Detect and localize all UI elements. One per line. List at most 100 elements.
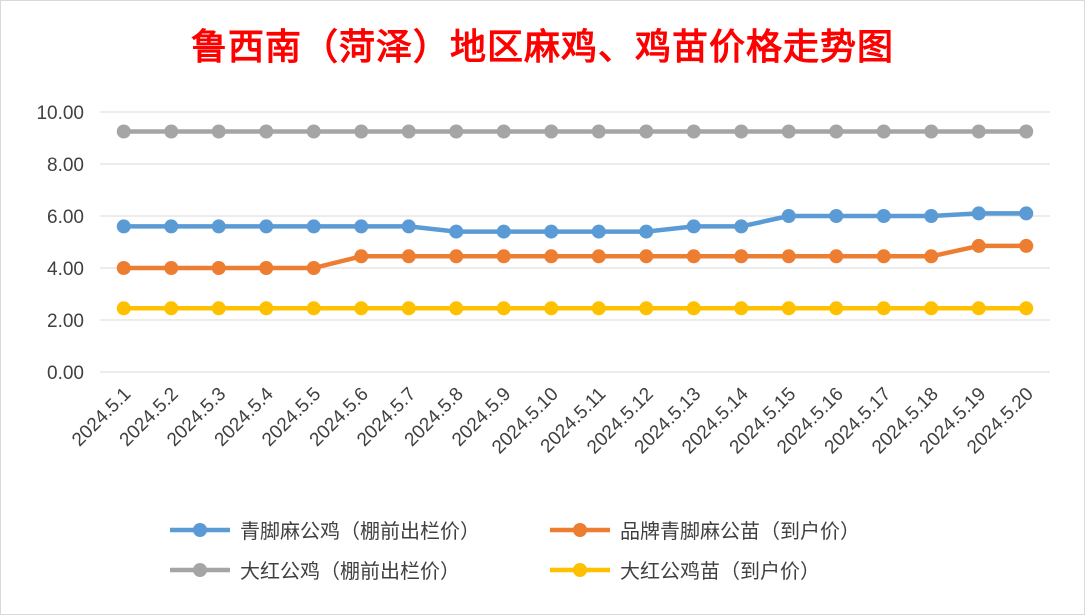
series-line [121, 243, 1029, 271]
data-point [116, 261, 131, 275]
data-point [924, 124, 939, 139]
data-point [449, 301, 464, 316]
data-point [259, 301, 274, 316]
data-point [116, 219, 131, 234]
data-point [924, 209, 939, 223]
data-point [496, 249, 511, 264]
legend-label: 青脚麻公鸡（棚前出栏价） [240, 519, 480, 543]
data-point [781, 209, 796, 223]
legend-swatch-marker [573, 523, 587, 537]
data-point [1019, 124, 1034, 139]
data-point [591, 224, 606, 239]
data-point [354, 124, 369, 139]
legend-swatch-marker [573, 563, 587, 577]
data-point [591, 124, 606, 139]
data-point [591, 249, 606, 264]
data-point [734, 301, 749, 316]
data-point [876, 124, 891, 139]
y-tick-label: 4.00 [47, 259, 84, 280]
data-point [971, 238, 986, 253]
data-point [164, 219, 179, 234]
data-point [924, 249, 939, 264]
data-point [306, 124, 321, 139]
data-point [496, 224, 511, 239]
data-point [164, 124, 179, 139]
data-point [829, 301, 844, 316]
data-point [829, 124, 844, 139]
data-point [354, 301, 369, 316]
data-point [876, 209, 891, 223]
data-point [734, 249, 749, 264]
data-point [1019, 206, 1034, 221]
data-point [971, 124, 986, 139]
data-point [829, 249, 844, 264]
data-point [924, 301, 939, 316]
data-point [211, 219, 226, 234]
data-point [829, 209, 844, 223]
x-axis-ticks: 2024.5.12024.5.22024.5.32024.5.42024.5.5… [68, 383, 1038, 458]
data-point [734, 124, 749, 139]
data-point [259, 261, 274, 275]
data-point [211, 124, 226, 139]
y-tick-label: 8.00 [47, 155, 84, 176]
data-point [544, 224, 559, 239]
data-point [639, 301, 654, 316]
data-point [876, 249, 891, 264]
legend-swatch-marker [193, 523, 207, 537]
data-point [1019, 301, 1034, 316]
legend-label: 大红公鸡苗（到户价） [620, 559, 820, 583]
data-point [781, 301, 796, 316]
data-point [544, 249, 559, 264]
data-point [401, 249, 416, 264]
y-tick-label: 0.00 [47, 363, 84, 384]
data-point [354, 249, 369, 264]
data-point [544, 301, 559, 316]
data-point [401, 124, 416, 139]
data-point [781, 124, 796, 139]
data-point [686, 219, 701, 234]
data-point [354, 219, 369, 234]
data-point [211, 261, 226, 275]
legend-label: 品牌青脚麻公苗（到户价） [620, 519, 860, 543]
data-point [449, 249, 464, 264]
data-point [496, 301, 511, 316]
data-point [639, 224, 654, 239]
data-point [971, 301, 986, 316]
data-point [211, 301, 226, 316]
data-point [116, 124, 131, 139]
data-point [164, 301, 179, 316]
data-point [116, 301, 131, 316]
data-point [781, 249, 796, 264]
data-point [686, 249, 701, 264]
data-point [1019, 238, 1034, 253]
data-point [591, 301, 606, 316]
y-tick-label: 6.00 [47, 207, 84, 228]
data-point [496, 124, 511, 139]
data-point [686, 124, 701, 139]
data-point [971, 206, 986, 221]
data-point [306, 261, 321, 275]
legend-swatch-marker [193, 563, 207, 577]
data-point [734, 219, 749, 234]
data-point [306, 219, 321, 234]
legend: 青脚麻公鸡（棚前出栏价） 品牌青脚麻公苗（到户价） 大红公鸡（棚前出栏价） 大红公鸡苗… [170, 519, 860, 583]
series-group [116, 124, 1034, 316]
data-point [639, 249, 654, 264]
data-point [306, 301, 321, 316]
data-point [164, 261, 179, 275]
y-axis-ticks: 0.00 2.00 4.00 6.00 8.00 10.00 [36, 103, 84, 384]
y-tick-label: 10.00 [36, 103, 84, 124]
y-tick-label: 2.00 [47, 311, 84, 332]
data-point [401, 301, 416, 316]
data-point [544, 124, 559, 139]
data-point [639, 124, 654, 139]
data-point [449, 224, 464, 239]
data-point [401, 219, 416, 234]
gridlines [100, 111, 1050, 373]
legend-label: 大红公鸡（棚前出栏价） [240, 559, 460, 583]
chart-title: 鲁西南（菏泽）地区麻鸡、鸡苗价格走势图 [190, 26, 894, 68]
data-point [876, 301, 891, 316]
data-point [686, 301, 701, 316]
data-point [259, 124, 274, 139]
